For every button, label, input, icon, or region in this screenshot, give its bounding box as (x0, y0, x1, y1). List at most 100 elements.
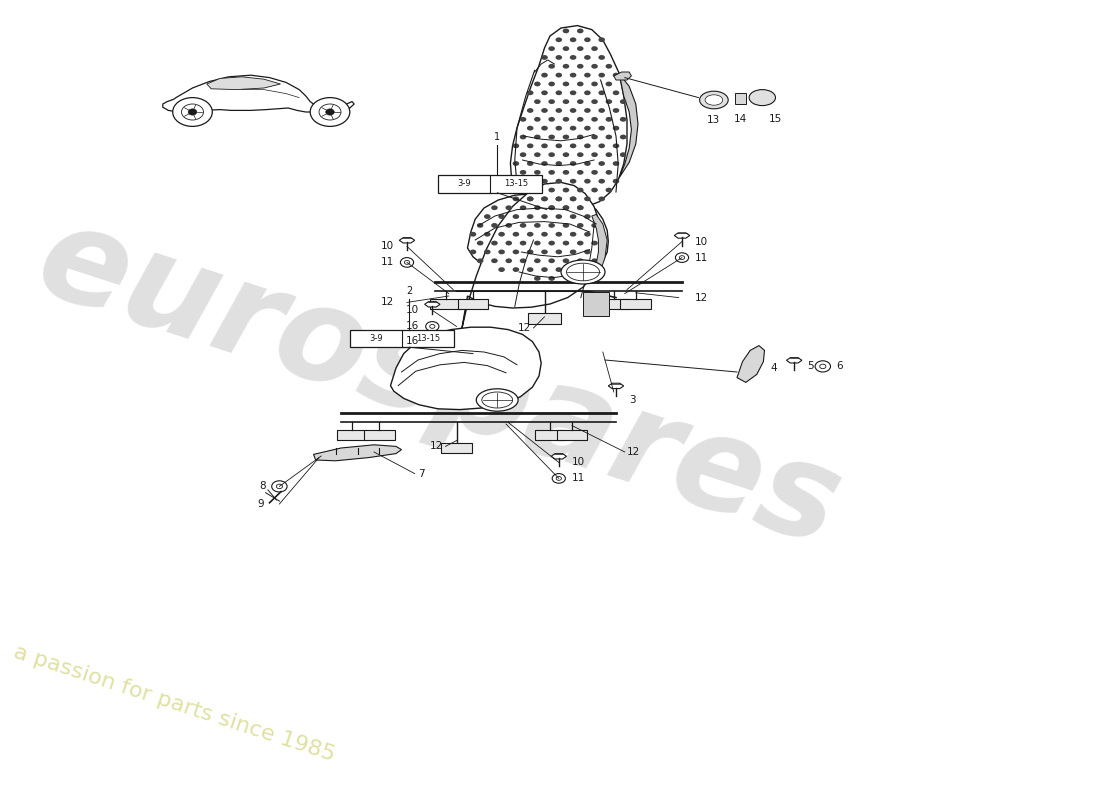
Circle shape (492, 258, 498, 263)
FancyBboxPatch shape (438, 175, 542, 193)
Text: 8: 8 (260, 482, 266, 491)
Circle shape (527, 143, 534, 148)
Circle shape (598, 90, 605, 95)
FancyBboxPatch shape (620, 298, 651, 309)
FancyBboxPatch shape (441, 443, 472, 453)
Circle shape (578, 117, 584, 122)
Circle shape (578, 206, 584, 210)
Text: 6: 6 (836, 362, 843, 371)
FancyBboxPatch shape (458, 298, 488, 309)
Circle shape (613, 161, 619, 166)
Circle shape (598, 55, 605, 60)
Polygon shape (674, 233, 690, 238)
Text: 12: 12 (627, 447, 640, 457)
Circle shape (527, 90, 534, 95)
Circle shape (578, 188, 584, 193)
Circle shape (584, 250, 591, 254)
Polygon shape (737, 346, 764, 382)
Circle shape (598, 250, 605, 254)
Polygon shape (614, 72, 631, 80)
Circle shape (513, 161, 519, 166)
Circle shape (598, 197, 605, 202)
Circle shape (527, 232, 534, 237)
Circle shape (556, 55, 562, 60)
Circle shape (578, 64, 584, 69)
Circle shape (584, 90, 591, 95)
Ellipse shape (566, 263, 600, 281)
Circle shape (535, 82, 541, 86)
Circle shape (173, 98, 212, 126)
Circle shape (492, 223, 498, 228)
Circle shape (470, 232, 476, 237)
Polygon shape (786, 358, 802, 363)
Polygon shape (314, 445, 402, 461)
Circle shape (513, 250, 519, 254)
Circle shape (570, 214, 576, 219)
Text: 3: 3 (629, 395, 636, 405)
Polygon shape (608, 383, 624, 389)
Circle shape (620, 134, 627, 139)
FancyBboxPatch shape (337, 430, 367, 440)
Circle shape (606, 188, 613, 193)
Circle shape (549, 170, 556, 174)
Circle shape (613, 90, 619, 95)
Circle shape (527, 214, 534, 219)
Circle shape (492, 206, 498, 210)
Circle shape (513, 232, 519, 237)
Circle shape (484, 232, 491, 237)
Circle shape (578, 170, 584, 174)
Circle shape (477, 223, 484, 228)
Circle shape (620, 152, 627, 157)
Circle shape (606, 152, 613, 157)
Circle shape (535, 188, 541, 193)
Circle shape (584, 73, 591, 78)
Circle shape (513, 179, 519, 184)
Circle shape (556, 267, 562, 272)
Circle shape (598, 161, 605, 166)
Circle shape (606, 170, 613, 174)
Circle shape (549, 276, 556, 281)
Circle shape (492, 241, 498, 246)
Circle shape (535, 134, 541, 139)
Circle shape (541, 126, 548, 130)
Circle shape (541, 179, 548, 184)
Circle shape (556, 197, 562, 202)
FancyBboxPatch shape (350, 330, 454, 347)
Text: 3-9: 3-9 (370, 334, 383, 343)
Circle shape (570, 250, 576, 254)
Circle shape (430, 325, 434, 328)
Circle shape (276, 484, 283, 489)
Circle shape (563, 152, 570, 157)
Text: 16: 16 (406, 336, 419, 346)
Text: 4: 4 (770, 363, 777, 373)
Circle shape (570, 108, 576, 113)
FancyBboxPatch shape (583, 292, 609, 316)
Circle shape (556, 126, 562, 130)
Circle shape (520, 152, 527, 157)
Text: 11: 11 (695, 253, 708, 262)
Circle shape (578, 206, 584, 210)
Circle shape (549, 223, 556, 228)
Circle shape (549, 134, 556, 139)
Ellipse shape (700, 91, 728, 109)
Circle shape (556, 143, 562, 148)
Circle shape (578, 134, 584, 139)
Circle shape (592, 46, 598, 51)
Circle shape (430, 339, 434, 342)
Text: 3-9: 3-9 (458, 179, 471, 189)
Circle shape (584, 232, 591, 237)
Text: 10: 10 (381, 242, 394, 251)
Circle shape (584, 161, 591, 166)
Circle shape (578, 258, 584, 263)
Text: 11: 11 (381, 258, 394, 267)
Circle shape (598, 179, 605, 184)
Circle shape (584, 143, 591, 148)
Circle shape (513, 143, 519, 148)
Circle shape (556, 73, 562, 78)
Circle shape (470, 250, 476, 254)
Ellipse shape (482, 392, 513, 408)
Text: 10: 10 (406, 306, 419, 315)
Circle shape (584, 108, 591, 113)
Circle shape (606, 117, 613, 122)
Circle shape (584, 126, 591, 130)
